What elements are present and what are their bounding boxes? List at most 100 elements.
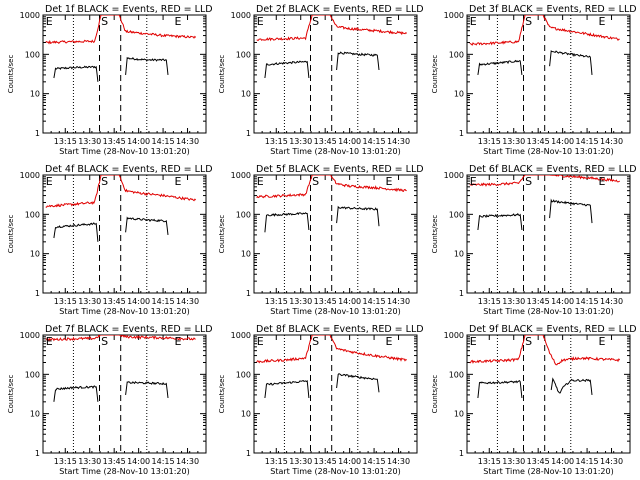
chart-title: Det 5f BLACK = Events, RED = LLD: [256, 164, 424, 175]
x-tick-label: 13:15: [265, 297, 288, 306]
y-tick-label: 10: [454, 410, 464, 419]
series-line-events: [549, 50, 593, 75]
series-line-events: [550, 377, 593, 395]
x-axis-label: Start Time (28-Nov-10 13:01:20): [270, 147, 400, 156]
series-line-events: [125, 56, 169, 75]
marker-label: S: [312, 15, 319, 28]
y-tick-label: 10: [241, 410, 251, 419]
series-line-lld: [256, 175, 407, 199]
y-tick-label: 1000: [20, 331, 40, 340]
chart-title: Det 3f BLACK = Events, RED = LLD: [469, 4, 637, 15]
series-line-lld: [45, 335, 196, 342]
x-tick-label: 14:00: [551, 457, 574, 466]
x-tick-label: 14:30: [387, 297, 410, 306]
series-line-lld: [469, 335, 621, 366]
chart-title: Det 4f BLACK = Events, RED = LLD: [45, 164, 213, 175]
y-tick-label: 1: [459, 449, 464, 458]
x-tick-label: 14:15: [363, 457, 386, 466]
marker-label: E: [598, 15, 605, 28]
y-tick-label: 100: [449, 370, 464, 379]
x-tick-label: 14:15: [576, 457, 599, 466]
y-tick-label: 100: [25, 210, 40, 219]
x-tick-label: 13:30: [78, 137, 101, 146]
x-tick-label: 13:45: [314, 137, 337, 146]
series-line-events: [336, 205, 380, 227]
x-tick-label: 13:45: [314, 457, 337, 466]
x-tick-label: 14:30: [600, 297, 623, 306]
series-line-events: [53, 222, 99, 242]
marker-label: S: [525, 335, 532, 348]
y-tick-label: 1: [246, 449, 251, 458]
y-tick-label: 100: [236, 210, 251, 219]
x-tick-label: 13:45: [103, 297, 126, 306]
y-axis-label: Counts/sec: [7, 55, 15, 94]
chart-title: Det 2f BLACK = Events, RED = LLD: [256, 4, 424, 15]
plot-frame: [466, 334, 631, 454]
y-tick-label: 1000: [231, 11, 251, 20]
x-tick-label: 14:30: [600, 457, 623, 466]
marker-label: E: [46, 175, 53, 188]
x-tick-label: 13:30: [502, 297, 525, 306]
marker-label: E: [257, 335, 264, 348]
plot-frame: [42, 174, 207, 294]
marker-label: S: [312, 175, 319, 188]
x-tick-label: 14:30: [600, 137, 623, 146]
x-tick-label: 13:45: [527, 457, 550, 466]
marker-label: E: [470, 15, 477, 28]
y-tick-label: 10: [30, 90, 40, 99]
x-tick-label: 14:30: [176, 457, 199, 466]
chart-title: Det 7f BLACK = Events, RED = LLD: [45, 324, 213, 335]
y-tick-label: 10: [30, 250, 40, 259]
x-tick-label: 13:30: [502, 457, 525, 466]
chart-title: Det 8f BLACK = Events, RED = LLD: [256, 324, 424, 335]
y-tick-label: 1: [35, 449, 40, 458]
series-line-events: [336, 51, 380, 71]
marker-label: S: [312, 335, 319, 348]
y-tick-label: 100: [236, 370, 251, 379]
y-tick-label: 1: [35, 289, 40, 298]
y-axis-label: Counts/sec: [218, 375, 226, 414]
y-tick-label: 100: [449, 50, 464, 59]
series-line-events: [264, 212, 310, 233]
x-tick-label: 13:45: [527, 297, 550, 306]
y-axis-label: Counts/sec: [7, 375, 15, 414]
series-line-events: [549, 198, 593, 224]
y-tick-label: 10: [30, 410, 40, 419]
x-tick-label: 13:15: [54, 297, 77, 306]
marker-label: S: [525, 175, 532, 188]
series-line-lld: [469, 15, 620, 46]
x-tick-label: 13:45: [314, 297, 337, 306]
plot-frame: [42, 14, 207, 134]
y-tick-label: 1000: [444, 11, 464, 20]
y-tick-label: 1: [459, 129, 464, 138]
marker-label: E: [174, 175, 181, 188]
y-axis-label: Counts/sec: [218, 215, 226, 254]
marker-label: S: [101, 335, 108, 348]
x-tick-label: 14:30: [387, 137, 410, 146]
x-tick-label: 14:15: [363, 137, 386, 146]
series-line-lld: [45, 15, 197, 45]
plot-frame: [466, 14, 631, 134]
x-tick-label: 14:15: [152, 457, 175, 466]
chart-panel-5: Det 5f BLACK = Events, RED = LLD 1 10 100 10…: [218, 164, 424, 316]
x-tick-label: 13:30: [289, 457, 312, 466]
series-line-events: [125, 216, 169, 235]
marker-label: E: [598, 175, 605, 188]
x-tick-label: 13:45: [103, 137, 126, 146]
y-tick-label: 1: [35, 129, 40, 138]
chart-title: Det 6f BLACK = Events, RED = LLD: [469, 164, 637, 175]
x-tick-label: 14:00: [127, 297, 150, 306]
x-axis-label: Start Time (28-Nov-10 13:01:20): [59, 147, 189, 156]
series-line-lld: [45, 175, 197, 208]
chart-title: Det 9f BLACK = Events, RED = LLD: [469, 324, 637, 335]
x-tick-label: 13:30: [289, 137, 312, 146]
marker-label: E: [46, 335, 53, 348]
chart-panel-1: Det 1f BLACK = Events, RED = LLD 1 10 100 10…: [7, 4, 213, 156]
plot-frame: [253, 334, 418, 454]
chart-panel-4: Det 4f BLACK = Events, RED = LLD 1 10 100 10…: [7, 164, 213, 316]
x-tick-label: 13:15: [478, 457, 501, 466]
marker-label: E: [470, 175, 477, 188]
marker-label: S: [101, 175, 108, 188]
x-tick-label: 13:45: [103, 457, 126, 466]
